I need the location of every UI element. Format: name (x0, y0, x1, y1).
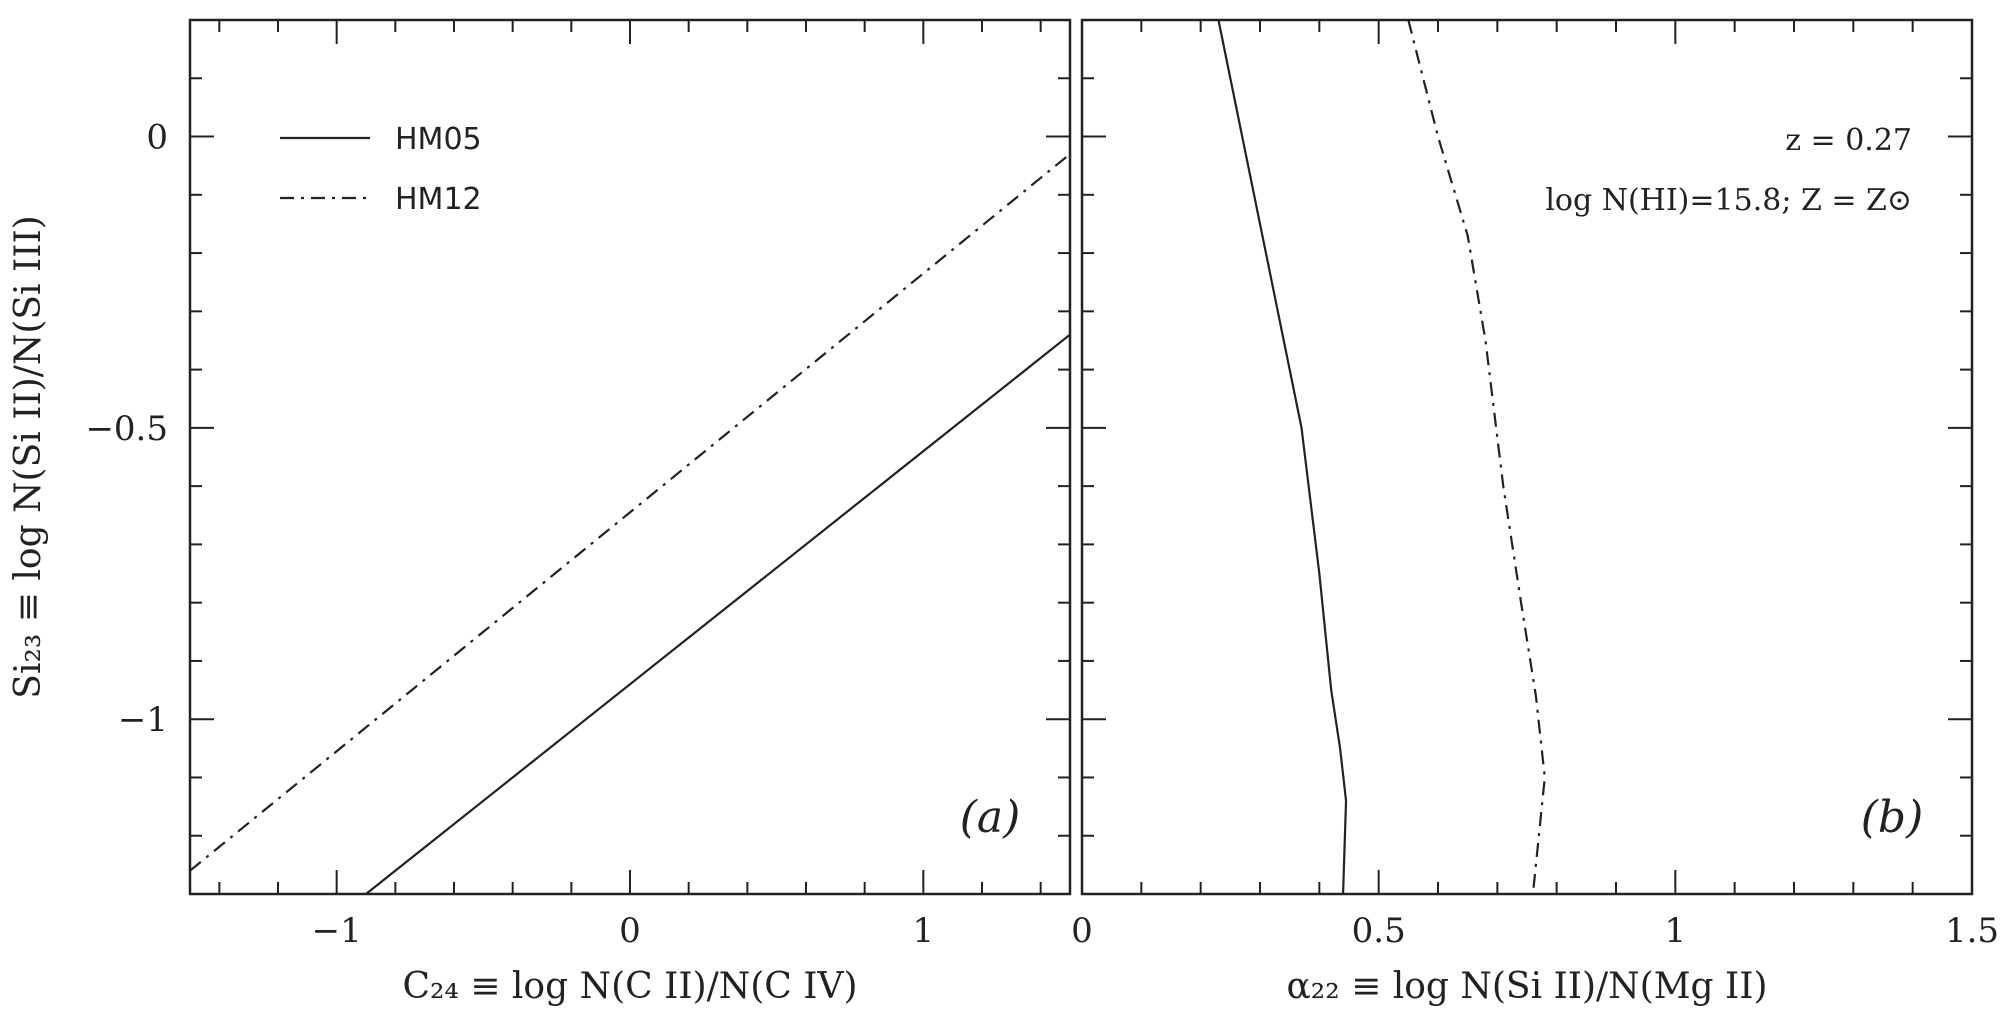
annotation: z = 0.27 (1785, 123, 1912, 158)
x-tick-label: 1.5 (1945, 911, 1999, 951)
x-tick-label: 0.5 (1352, 911, 1406, 951)
legend-label-hm05: HM05 (395, 122, 482, 157)
x-tick-label: 1 (913, 911, 935, 951)
plot-frame (1080, 18, 1974, 896)
y-tick-label: −1 (118, 700, 168, 740)
y-tick-label: −0.5 (85, 409, 168, 449)
panel-a: −1 0 1 0 −0.5 −1 C₂₄ ≡ log N(C II)/N(C IV) Si₂₃… (8, 18, 1072, 1007)
legend-label-hm12: HM12 (395, 182, 482, 217)
x-tick-label: 0 (1071, 911, 1093, 951)
panel-label: (a) (960, 792, 1021, 843)
series-line-hm05 (365, 333, 1070, 894)
annotation: log N(HI)=15.8; Z = Z⊙ (1545, 183, 1912, 218)
series-line-hm12 (1407, 20, 1546, 894)
x-axis-label: C₂₄ ≡ log N(C II)/N(C IV) (402, 966, 857, 1007)
y-axis-label: Si₂₃ ≡ log N(Si II)/N(Si III) (8, 215, 49, 698)
panel-label: (b) (1861, 792, 1924, 843)
x-tick-label: −1 (312, 911, 362, 951)
panel-b: 0 0.5 1 1.5 α₂₂ ≡ log N(Si II)/N(Mg II) (b) z … (1071, 18, 1999, 1007)
plot-frame (188, 18, 1072, 896)
series-line-hm05 (1217, 20, 1348, 894)
x-tick-label: 0 (619, 911, 641, 951)
y-tick-label: 0 (146, 118, 168, 158)
x-tick-label: 1 (1665, 911, 1687, 951)
series-line-hm12 (190, 153, 1070, 872)
x-axis-label: α₂₂ ≡ log N(Si II)/N(Mg II) (1286, 966, 1767, 1007)
